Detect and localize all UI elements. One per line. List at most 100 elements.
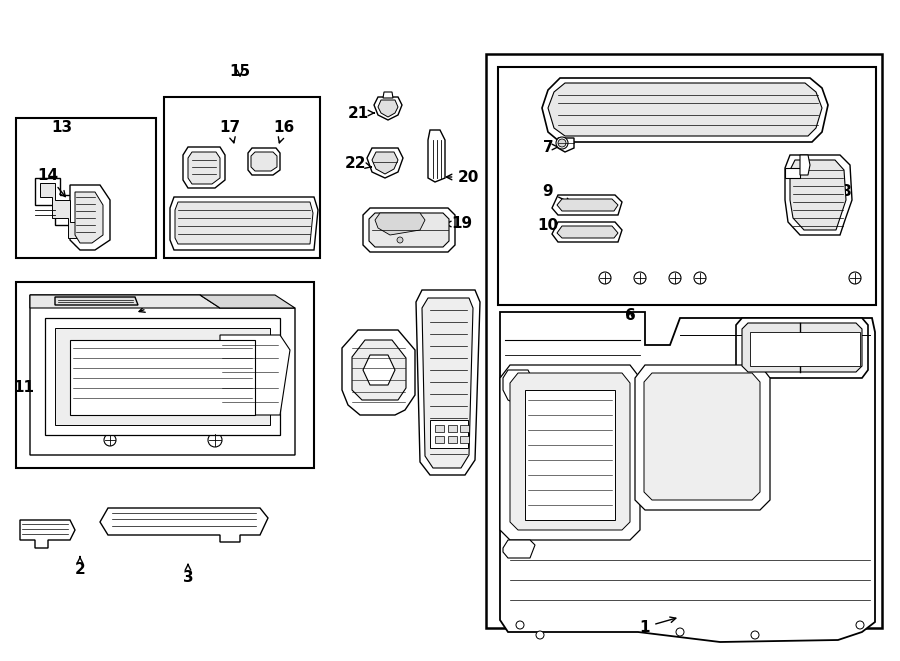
Bar	[16, 282, 314, 468]
Bar	[435, 425, 444, 432]
Text: 16: 16	[274, 120, 294, 143]
Polygon shape	[352, 340, 406, 400]
Polygon shape	[800, 155, 810, 175]
Text: 17: 17	[220, 120, 240, 143]
Polygon shape	[548, 83, 822, 136]
Text: 7: 7	[543, 139, 559, 155]
Text: 19: 19	[446, 217, 472, 231]
Bar	[525, 390, 615, 520]
Text: 10: 10	[537, 217, 571, 233]
Polygon shape	[557, 226, 618, 238]
Text: 6: 6	[625, 307, 635, 323]
Circle shape	[104, 434, 116, 446]
Polygon shape	[557, 199, 618, 211]
Bar	[70, 340, 255, 415]
Bar	[448, 436, 457, 443]
Bar	[460, 436, 469, 443]
Bar	[486, 54, 882, 628]
Polygon shape	[742, 323, 862, 372]
Text: 2: 2	[75, 557, 86, 578]
Circle shape	[669, 272, 681, 284]
Polygon shape	[500, 312, 875, 642]
Bar	[498, 67, 876, 305]
Text: 4: 4	[382, 369, 393, 391]
Polygon shape	[416, 290, 480, 475]
Polygon shape	[635, 365, 770, 510]
Text: 18: 18	[421, 348, 443, 366]
Bar	[55, 328, 270, 425]
Circle shape	[536, 631, 544, 639]
Circle shape	[556, 137, 568, 149]
Polygon shape	[375, 213, 425, 235]
Polygon shape	[369, 213, 449, 247]
Polygon shape	[183, 147, 225, 188]
Polygon shape	[30, 295, 220, 308]
Text: 13: 13	[51, 120, 73, 136]
Bar	[435, 436, 444, 443]
Polygon shape	[374, 97, 402, 120]
Polygon shape	[40, 183, 80, 238]
Bar	[448, 425, 457, 432]
Circle shape	[397, 237, 403, 243]
Bar	[750, 332, 860, 366]
Text: 9: 9	[543, 184, 572, 203]
Polygon shape	[428, 130, 445, 182]
Text: 1: 1	[640, 617, 676, 635]
Polygon shape	[378, 100, 398, 117]
Text: 21: 21	[347, 106, 374, 120]
Bar	[430, 420, 468, 448]
Polygon shape	[510, 373, 630, 530]
Polygon shape	[70, 185, 110, 250]
Polygon shape	[503, 370, 533, 405]
Text: 20: 20	[446, 169, 479, 184]
Polygon shape	[342, 330, 415, 415]
Polygon shape	[100, 508, 268, 542]
Polygon shape	[785, 168, 800, 178]
Polygon shape	[363, 208, 455, 252]
Circle shape	[599, 272, 611, 284]
Polygon shape	[188, 152, 220, 184]
Circle shape	[856, 621, 864, 629]
Circle shape	[516, 621, 524, 629]
Polygon shape	[372, 152, 398, 174]
Polygon shape	[383, 92, 393, 98]
Polygon shape	[20, 520, 75, 548]
Text: 12: 12	[140, 297, 171, 312]
Polygon shape	[422, 298, 473, 468]
Text: 5: 5	[826, 352, 845, 368]
Text: 11: 11	[14, 381, 34, 395]
Polygon shape	[500, 365, 640, 540]
Polygon shape	[503, 540, 535, 558]
Text: 14: 14	[38, 167, 66, 196]
Polygon shape	[170, 197, 318, 250]
Polygon shape	[542, 78, 828, 142]
Circle shape	[751, 631, 759, 639]
Circle shape	[208, 433, 222, 447]
Text: 22: 22	[344, 155, 372, 171]
Bar	[45, 318, 280, 435]
Polygon shape	[200, 295, 295, 308]
Circle shape	[634, 272, 646, 284]
Bar	[164, 97, 320, 258]
Polygon shape	[785, 155, 852, 235]
Bar	[16, 118, 156, 258]
Polygon shape	[251, 152, 277, 171]
Bar	[460, 425, 469, 432]
Polygon shape	[55, 297, 138, 305]
Circle shape	[558, 139, 566, 147]
Polygon shape	[552, 222, 622, 242]
Circle shape	[694, 272, 706, 284]
Text: 15: 15	[230, 65, 250, 79]
Text: 3: 3	[183, 564, 194, 586]
Polygon shape	[30, 295, 295, 455]
Polygon shape	[35, 178, 90, 245]
Polygon shape	[175, 202, 313, 244]
Text: 8: 8	[826, 184, 850, 203]
Circle shape	[849, 272, 861, 284]
Polygon shape	[75, 192, 103, 243]
Polygon shape	[367, 148, 403, 178]
Circle shape	[676, 628, 684, 636]
Polygon shape	[220, 335, 290, 415]
Polygon shape	[558, 138, 574, 152]
Polygon shape	[790, 160, 846, 230]
